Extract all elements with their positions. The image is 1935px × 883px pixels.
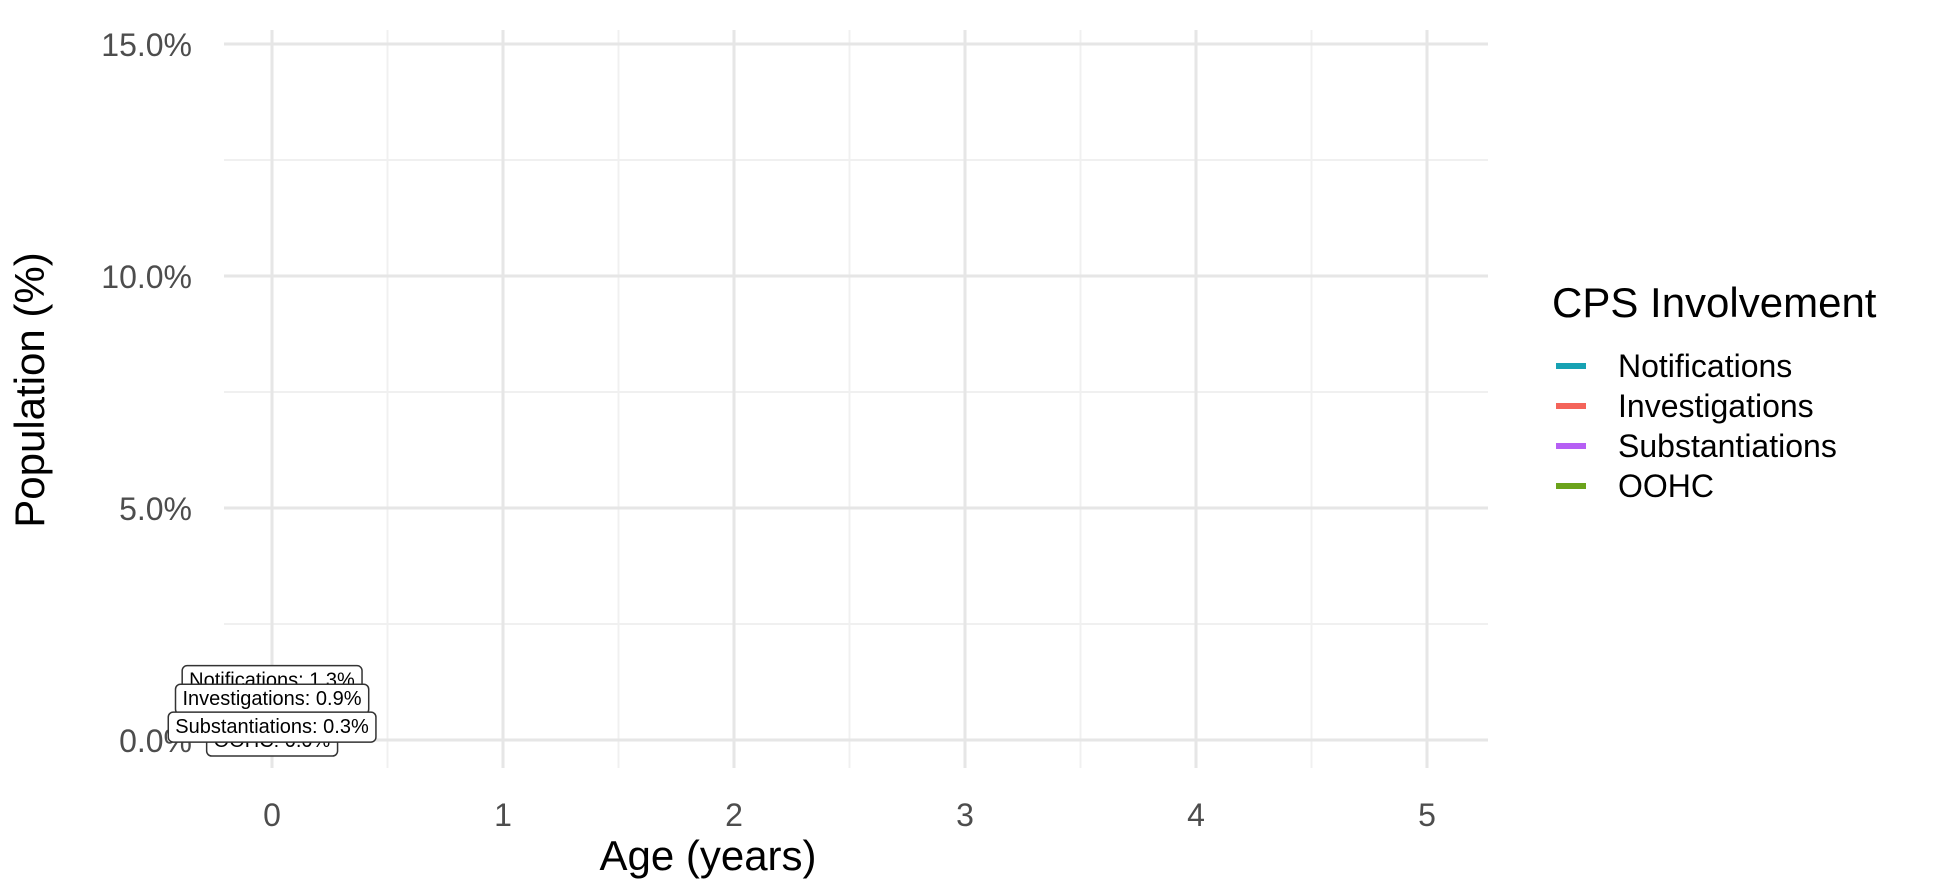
legend-title: CPS Involvement bbox=[1552, 279, 1877, 326]
legend-label: Notifications bbox=[1618, 348, 1792, 384]
annotation-box bbox=[167, 711, 377, 743]
x-tick-label: 3 bbox=[956, 797, 974, 833]
y-tick-label: 10.0% bbox=[101, 259, 192, 295]
legend-label: Investigations bbox=[1618, 388, 1814, 424]
legend: CPS Involvement Notifications Investigati… bbox=[1552, 279, 1877, 504]
x-tick-label: 0 bbox=[263, 797, 281, 833]
x-tick-label: 4 bbox=[1187, 797, 1205, 833]
legend-item-oohc: OOHC bbox=[1556, 468, 1714, 504]
x-axis-ticks: 0 1 2 3 4 5 bbox=[263, 797, 1436, 833]
grid bbox=[224, 30, 1488, 768]
legend-label: Substantiations bbox=[1618, 428, 1837, 464]
x-tick-label: 1 bbox=[494, 797, 512, 833]
y-tick-label: 15.0% bbox=[101, 27, 192, 63]
legend-item-notifications: Notifications bbox=[1556, 348, 1792, 384]
annotation-labels: Notifications: 1.3%Investigations: 0.9%O… bbox=[167, 664, 377, 757]
annotation-investigations: Investigations: 0.9% bbox=[174, 683, 370, 715]
x-tick-label: 5 bbox=[1418, 797, 1436, 833]
annotation-text: Substantiations: 0.3% bbox=[175, 716, 369, 738]
legend-label: OOHC bbox=[1618, 468, 1714, 504]
annotation-text: Investigations: 0.9% bbox=[183, 688, 362, 710]
annotation-substantiations: Substantiations: 0.3% bbox=[167, 711, 377, 743]
x-tick-label: 2 bbox=[725, 797, 743, 833]
legend-item-substantiations: Substantiations bbox=[1556, 428, 1837, 464]
y-axis-ticks: 0.0%5.0%10.0%15.0% bbox=[101, 27, 192, 759]
y-tick-label: 5.0% bbox=[119, 491, 192, 527]
legend-item-investigations: Investigations bbox=[1556, 388, 1814, 424]
y-axis-title: Population (%) bbox=[6, 252, 53, 527]
x-axis-title: Age (years) bbox=[599, 832, 816, 879]
